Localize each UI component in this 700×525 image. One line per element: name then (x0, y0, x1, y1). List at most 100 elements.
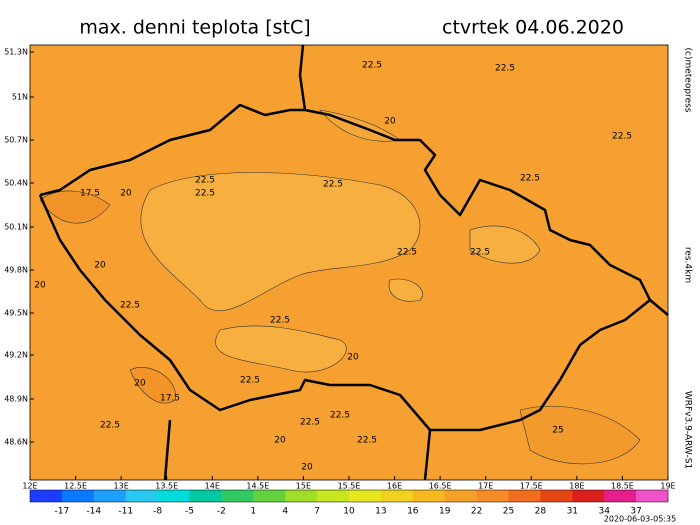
colorbar-label: -5 (185, 507, 194, 517)
contour (388, 278, 423, 302)
contour-label: 22.5 (270, 316, 290, 326)
border (163, 419, 172, 481)
colorbar-frame (29, 489, 669, 503)
colorbar-swatch (125, 490, 158, 502)
colorbar-label: 28 (535, 507, 547, 517)
contour (469, 225, 541, 264)
map-date: ctvrtek 04.06.2020 (442, 17, 624, 39)
contour-label: 22.5 (362, 61, 382, 71)
contour-label: 20 (347, 353, 359, 363)
colorbar-label: 37 (630, 507, 641, 517)
contour-label: 20 (274, 436, 286, 446)
lat-label: 48.9N (4, 395, 28, 404)
colorbar-label: -8 (153, 507, 162, 517)
colorbar: -17 -14 -11 -8 -5 -2 1 4 7 10 13 16 19 22 25 28 31 34 37 (29, 489, 669, 517)
czech-border (38, 103, 652, 432)
lat-label: 50.7N (4, 136, 28, 145)
border (423, 429, 432, 481)
colorbar-swatch (572, 490, 605, 502)
lon-label: 16E (387, 482, 402, 491)
resolution: res.4km (683, 247, 693, 283)
colorbar-label: -11 (118, 507, 133, 517)
colorbar-swatch (221, 490, 254, 502)
colorbar-label: 19 (439, 507, 451, 517)
contour (215, 325, 347, 373)
contour-label: 22.5 (357, 436, 377, 446)
colorbar-label: -14 (86, 507, 101, 517)
contour-label: 22.5 (100, 421, 120, 431)
lat-label: 51.3N (4, 48, 28, 57)
contour-label: 22.5 (520, 174, 540, 184)
lat-label: 49.8N (4, 266, 28, 275)
colorbar-swatch (93, 490, 126, 502)
lat-label: 50.4N (4, 179, 28, 188)
colorbar-swatch (285, 490, 318, 502)
colorbar-swatch (604, 490, 637, 502)
lon-label: 15.5E (338, 482, 361, 491)
model-name: WRFv3.9-ARW-S1 (683, 391, 693, 469)
colorbar-label: -17 (55, 507, 70, 517)
colorbar-label: 16 (407, 507, 419, 517)
colorbar-swatch (508, 490, 541, 502)
colorbar-label: 1 (250, 507, 256, 517)
lon-label: 17.5E (520, 482, 543, 491)
lon-label: 14E (205, 482, 220, 491)
colorbar-label: 31 (567, 507, 578, 517)
colorbar-label: -2 (217, 507, 226, 517)
contour-label: 17.5 (80, 189, 100, 199)
colorbar-swatch (444, 490, 477, 502)
colorbar-swatch (412, 490, 445, 502)
colorbar-label: 25 (503, 507, 514, 517)
contour (140, 172, 421, 312)
contour-label: 20 (94, 261, 106, 271)
lon-label: 18.5E (611, 482, 634, 491)
lon-label: 13E (114, 482, 129, 491)
lon-label: 19E (660, 482, 675, 491)
contour-label: 20 (34, 281, 46, 291)
contour-label: 17.5 (160, 394, 180, 404)
colorbar-swatch (380, 490, 414, 502)
border (649, 299, 669, 316)
lon-label: 15E (296, 482, 311, 491)
lat-label: 48.6N (4, 438, 28, 447)
contour-label: 22.5 (300, 418, 320, 428)
lon-label: 12E (22, 482, 37, 491)
contour-label: 22.5 (120, 301, 140, 311)
timestamp: 2020-06-03-05:35 (604, 515, 676, 524)
contour-label: 22.5 (612, 132, 632, 142)
contour-label: 22.5 (323, 180, 343, 190)
contour (519, 405, 641, 465)
colorbar-swatch (189, 490, 222, 502)
colorbar-label: 7 (314, 507, 320, 517)
lat-label: 50.1N (4, 223, 28, 232)
border (298, 44, 307, 111)
copyright: (c)meteopress (683, 48, 693, 113)
lat-label: 51N (12, 93, 28, 102)
borders (38, 44, 669, 481)
contour-label: 20 (120, 189, 132, 199)
colorbar-swatch (636, 490, 669, 502)
colorbar-swatch (253, 490, 286, 502)
colorbar-swatch (61, 490, 95, 502)
lat-label: 49.2N (4, 351, 28, 360)
lon-label: 12.5E (64, 482, 87, 491)
colorbar-swatch (30, 490, 63, 502)
colorbar-label: 13 (375, 507, 386, 517)
contour-label: 22.5 (495, 64, 515, 74)
contour (129, 367, 176, 404)
map-title: max. denni teplota [stC] (79, 17, 310, 39)
colorbar-swatch (349, 490, 382, 502)
contour-label: 25 (552, 426, 563, 436)
colorbar-swatch (317, 490, 350, 502)
lon-label: 17E (478, 482, 493, 491)
colorbar-label: 34 (598, 507, 610, 517)
contour-label: 22.5 (195, 189, 215, 199)
colorbar-label: 10 (343, 507, 355, 517)
contour-label: 20 (384, 117, 396, 127)
contour-label: 20 (301, 463, 313, 473)
contour (39, 190, 111, 224)
colorbar-label: 22 (471, 507, 482, 517)
contour-label: 22.5 (240, 376, 260, 386)
contour-label: 22.5 (330, 411, 350, 421)
contour-label: 22.5 (470, 248, 490, 258)
